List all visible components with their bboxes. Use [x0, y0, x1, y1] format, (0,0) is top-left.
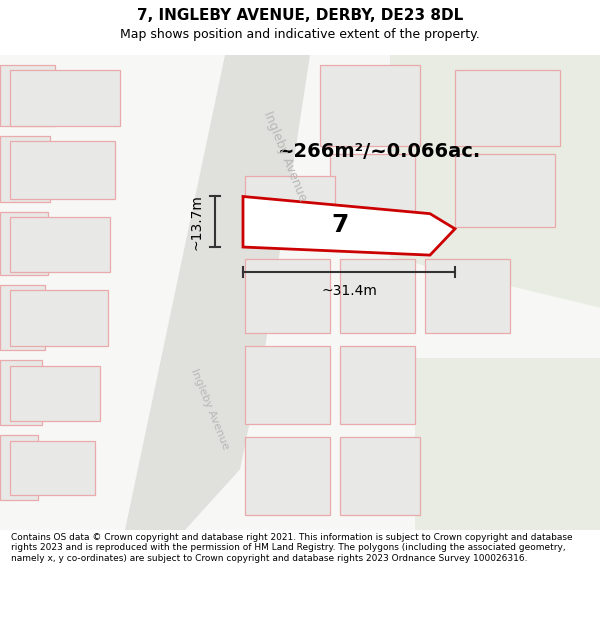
- Polygon shape: [0, 212, 48, 276]
- Polygon shape: [243, 196, 455, 255]
- Polygon shape: [10, 366, 100, 421]
- Polygon shape: [245, 346, 330, 424]
- Polygon shape: [10, 70, 120, 126]
- Polygon shape: [415, 358, 600, 530]
- Polygon shape: [340, 259, 415, 333]
- Text: Map shows position and indicative extent of the property.: Map shows position and indicative extent…: [120, 28, 480, 41]
- Polygon shape: [0, 65, 55, 126]
- Polygon shape: [340, 346, 415, 424]
- Polygon shape: [330, 154, 415, 232]
- Polygon shape: [10, 441, 95, 494]
- Polygon shape: [245, 437, 330, 515]
- Polygon shape: [0, 136, 50, 201]
- Text: 7, INGLEBY AVENUE, DERBY, DE23 8DL: 7, INGLEBY AVENUE, DERBY, DE23 8DL: [137, 8, 463, 23]
- Polygon shape: [125, 55, 310, 530]
- Polygon shape: [340, 437, 420, 515]
- Polygon shape: [10, 141, 115, 199]
- Text: 7: 7: [331, 213, 349, 237]
- Polygon shape: [320, 65, 420, 146]
- Text: Ingleby Avenue: Ingleby Avenue: [189, 367, 231, 451]
- Polygon shape: [10, 291, 108, 346]
- Polygon shape: [0, 286, 45, 350]
- Polygon shape: [390, 55, 600, 308]
- Polygon shape: [245, 259, 330, 333]
- Polygon shape: [0, 435, 38, 499]
- Text: ~266m²/~0.066ac.: ~266m²/~0.066ac.: [278, 141, 482, 161]
- Text: ~31.4m: ~31.4m: [321, 284, 377, 298]
- Polygon shape: [0, 55, 600, 530]
- Text: ~13.7m: ~13.7m: [189, 194, 203, 250]
- Polygon shape: [455, 154, 555, 227]
- Polygon shape: [0, 360, 42, 425]
- Text: Contains OS data © Crown copyright and database right 2021. This information is : Contains OS data © Crown copyright and d…: [11, 533, 572, 562]
- Polygon shape: [425, 259, 510, 333]
- Polygon shape: [455, 70, 560, 146]
- Polygon shape: [245, 176, 335, 247]
- Text: Ingleby Avenue: Ingleby Avenue: [261, 109, 309, 203]
- Polygon shape: [10, 217, 110, 272]
